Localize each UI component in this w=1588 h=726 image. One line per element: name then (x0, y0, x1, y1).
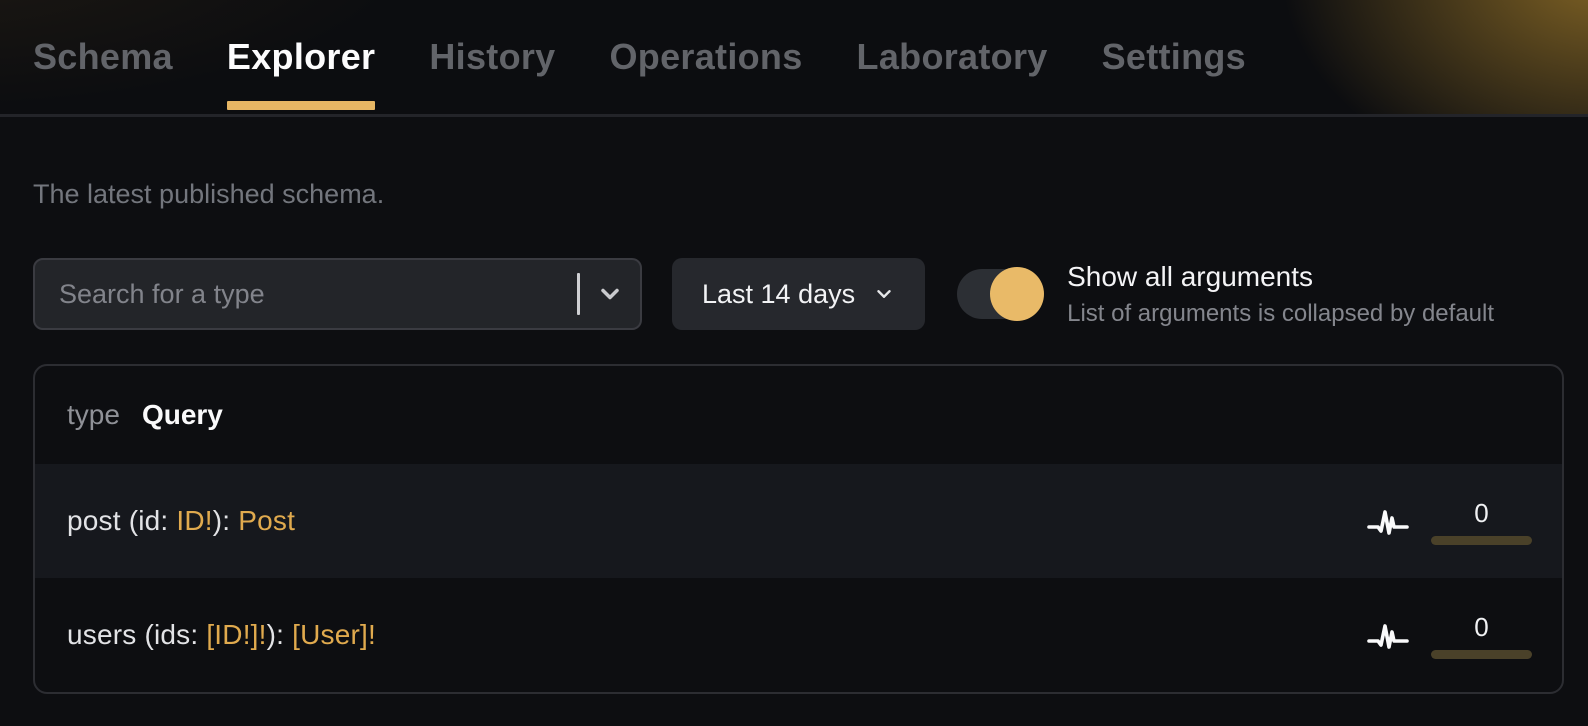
type-link[interactable]: Post (238, 505, 296, 536)
chevron-down-icon (877, 290, 891, 298)
tab-schema[interactable]: Schema (33, 36, 173, 77)
explorer-page: The latest published schema. Last 14 day… (0, 179, 1588, 694)
combobox-divider (577, 273, 580, 315)
field-signature: post (id: ID!): Post (67, 505, 296, 536)
tab-explorer[interactable]: Explorer (226, 0, 376, 114)
field-signature: users (ids: [ID!]!): [User]! (67, 619, 376, 650)
type-search-input[interactable] (59, 278, 569, 310)
pulse-icon (1367, 624, 1409, 649)
toggle-description: List of arguments is collapsed by defaul… (1067, 299, 1495, 327)
top-nav: Schema Explorer History Operations Labor… (0, 0, 1588, 117)
field-row-users[interactable]: users (ids: [ID!]!): [User]! 0 (35, 578, 1562, 692)
type-name: Query (141, 399, 223, 430)
toggle-text: Show all arguments List of arguments is … (1067, 261, 1494, 328)
field-usage: 0 (1367, 498, 1532, 545)
tab-settings[interactable]: Settings (1101, 36, 1247, 77)
request-count: 0 (1474, 611, 1489, 642)
page-description: The latest published schema. (33, 179, 385, 209)
type-header: type Query (35, 366, 1562, 464)
period-select-button[interactable]: Last 14 days (672, 258, 926, 330)
field-row-post[interactable]: post (id: ID!): Post 0 (35, 464, 1562, 578)
type-link[interactable]: [ID!]! (206, 619, 267, 650)
type-query-card: type Query post (id: ID!): Post 0 users … (33, 364, 1564, 694)
tab-explorer-label: Explorer (226, 36, 376, 77)
type-link[interactable]: ID! (176, 505, 213, 536)
field-usage: 0 (1367, 612, 1532, 659)
usage-bar (1431, 535, 1532, 545)
usage-bar (1431, 649, 1532, 659)
type-search-combobox[interactable] (33, 258, 642, 330)
active-tab-underline (226, 101, 376, 110)
type-link[interactable]: [User]! (292, 619, 376, 650)
period-select-label: Last 14 days (702, 278, 856, 309)
tab-history[interactable]: History (429, 36, 556, 77)
toggle-knob (990, 267, 1045, 321)
pulse-icon (1367, 510, 1409, 535)
show-all-arguments-toggle[interactable] (957, 267, 1045, 321)
tab-operations[interactable]: Operations (609, 36, 803, 77)
request-count-block: 0 (1431, 498, 1532, 545)
chevron-down-icon[interactable] (596, 280, 624, 308)
toolbar: Last 14 days Show all arguments List of … (33, 258, 1564, 330)
request-count-block: 0 (1431, 612, 1532, 659)
type-keyword: type (67, 399, 120, 430)
request-count: 0 (1474, 497, 1489, 528)
toggle-label: Show all arguments (1067, 260, 1314, 292)
tab-laboratory[interactable]: Laboratory (856, 36, 1048, 77)
